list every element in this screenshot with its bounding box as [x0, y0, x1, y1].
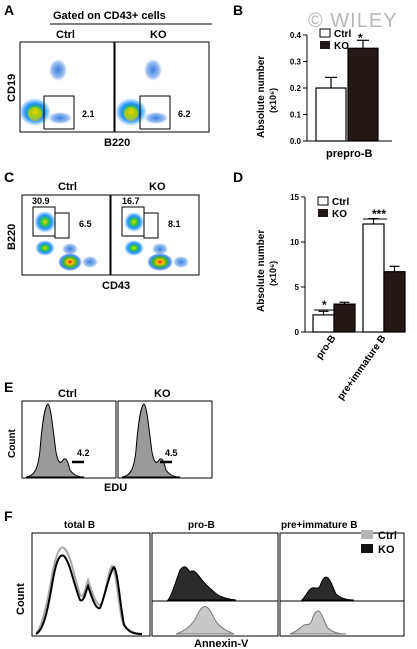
- panel-a-x-label: B220: [104, 137, 130, 149]
- panel-e-histogram-ctrl: 4.2: [21, 400, 117, 479]
- panel-f-histogram-pre-b: [279, 532, 405, 637]
- panel-c-gate-right-ko: 8.1: [168, 219, 181, 229]
- panel-b-significance: *: [358, 31, 363, 45]
- panel-e-plot-title-ko: KO: [154, 388, 171, 400]
- panel-b-y-tick-label: 0.1: [290, 111, 302, 120]
- panel-b-bar-ko: [347, 47, 379, 142]
- panel-b-y-tick-label: 0.2: [290, 84, 302, 93]
- panel-d-bar-ctrl-0: [312, 314, 335, 333]
- panel-a-header: Gated on CD43+ cells: [53, 10, 166, 22]
- panel-b-bars: [315, 39, 379, 142]
- panel-b-y-tick-label: 0.0: [290, 137, 302, 146]
- panel-d-y-tick-label: 0: [295, 328, 300, 337]
- panel-b-legend-swatch-ctrl: [319, 28, 331, 38]
- watermark-text: © WILEY: [308, 10, 398, 32]
- panel-d-y-unit: (x10⁶): [268, 261, 278, 286]
- panel-d-y-tick-label: 5: [295, 283, 300, 292]
- panel-f-column-title-pro-b: pro-B: [188, 520, 215, 531]
- panel-d-legend-swatch-ctrl: [317, 196, 329, 206]
- panel-c-gate-left-ctrl: 30.9: [32, 196, 50, 206]
- panel-a-dotplot-ctrl: 2.1: [19, 41, 115, 133]
- panel-e-plot-title-ctrl: Ctrl: [58, 388, 77, 400]
- panel-d-significance-prob: *: [322, 298, 327, 312]
- panel-a-dotplot-ko: 6.2: [114, 41, 210, 133]
- panel-b: B Absolute number (x10⁶) 0.0 0.1 0.2 0.3 0.4…: [233, 2, 392, 160]
- panel-b-x-label: prepro-B: [326, 148, 373, 160]
- panel-e-y-label: Count: [7, 428, 18, 458]
- panel-c-gate-left-ko: 16.7: [122, 196, 140, 206]
- panel-d-bar-ko-0: [333, 303, 356, 333]
- panel-c-dotplot-ctrl: 30.9 6.5: [21, 194, 111, 276]
- panel-f-histogram-total-b: [31, 532, 151, 637]
- panel-f-column-title-total-b: total B: [64, 520, 95, 531]
- panel-b-legend-label-ko: KO: [334, 41, 349, 52]
- panel-f-x-label: Annexin-V: [194, 638, 249, 649]
- panel-b-legend-swatch-ko: [320, 41, 330, 49]
- panel-f-legend-label-ko: KO: [378, 544, 395, 556]
- panel-a-plot-title-ko: KO: [150, 29, 167, 41]
- panel-c-x-label: CD43: [102, 280, 130, 292]
- panel-a: A Gated on CD43+ cells Ctrl KO 2.1 6.2 C…: [4, 2, 212, 149]
- panel-c-dotplot-ko: 16.7 8.1: [110, 194, 200, 276]
- panel-d-legend: Ctrl KO: [317, 196, 349, 220]
- panel-a-gate-value-ctrl: 2.1: [82, 109, 95, 119]
- panel-c-y-label: B220: [6, 224, 18, 250]
- panel-d-bar-ctrl-1: [362, 223, 385, 333]
- panel-e-gate-value-ko: 4.5: [165, 448, 178, 458]
- panel-b-y-tick-label: 0.4: [290, 31, 302, 40]
- panel-d: D Absolute number (x10⁶) 0 5 10 15 pro-Bpre…: [233, 169, 406, 402]
- panel-b-y-label: Absolute number: [256, 56, 267, 138]
- panel-b-y-unit: (x10⁶): [268, 88, 278, 113]
- panel-d-bars: [312, 218, 406, 333]
- panel-d-legend-swatch-ko: [318, 209, 328, 217]
- panel-e-gate-value-ctrl: 4.2: [77, 448, 90, 458]
- panel-f: F total B pro-B pre+immature B Ctrl KO C: [4, 508, 405, 649]
- panel-f-legend-label-ctrl: Ctrl: [378, 530, 397, 542]
- panel-a-letter: A: [4, 2, 14, 18]
- panel-d-letter: D: [233, 169, 243, 185]
- panel-f-legend-swatch-ctrl: [361, 530, 373, 539]
- panel-d-significance-pre: ***: [372, 207, 386, 221]
- panel-c-gate-right-ctrl: 6.5: [79, 219, 92, 229]
- panel-d-x-tick-label: pro-B: [314, 333, 338, 361]
- panel-c-plot-title-ko: KO: [149, 181, 166, 193]
- panel-a-plot-title-ctrl: Ctrl: [56, 29, 75, 41]
- panel-f-letter: F: [4, 508, 13, 524]
- panel-a-y-label: CD19: [6, 74, 18, 102]
- panel-a-gate-value-ko: 6.2: [178, 109, 191, 119]
- panel-f-y-label: Count: [15, 583, 27, 615]
- panel-e: E Ctrl KO 4.2 4.5 Count EDU: [4, 379, 213, 494]
- panel-c-letter: C: [4, 169, 14, 185]
- panel-d-y-ticks: 0 5 10 15: [290, 193, 305, 337]
- panel-d-legend-label-ctrl: Ctrl: [332, 197, 349, 208]
- panel-b-y-ticks: 0.0 0.1 0.2 0.3 0.4: [290, 31, 307, 146]
- panel-b-letter: B: [233, 2, 243, 18]
- panel-b-legend-label-ctrl: Ctrl: [334, 29, 351, 40]
- panel-c: C Ctrl KO 30.9 6.5 16.7 8.1 B22: [4, 169, 200, 292]
- panel-e-letter: E: [4, 379, 13, 395]
- panel-e-histogram-ko: 4.5: [117, 400, 213, 479]
- panel-f-column-title-pre-b: pre+immature B: [281, 520, 357, 531]
- panel-d-y-tick-label: 15: [290, 193, 299, 202]
- panel-c-plot-title-ctrl: Ctrl: [58, 181, 77, 193]
- panel-d-x-tick-label: pre+immature B: [336, 333, 389, 402]
- panel-e-x-label: EDU: [104, 482, 127, 494]
- panel-b-legend: Ctrl KO: [319, 28, 351, 52]
- panel-b-bar-ctrl: [315, 87, 347, 142]
- panel-d-y-label: Absolute number: [256, 230, 267, 312]
- panel-d-legend-label-ko: KO: [332, 209, 347, 220]
- panel-f-legend: Ctrl KO: [361, 530, 397, 556]
- panel-d-bar-ko-1: [383, 271, 406, 333]
- panel-d-y-tick-label: 10: [290, 238, 299, 247]
- panel-b-y-tick-label: 0.3: [290, 58, 302, 67]
- panel-f-legend-swatch-ko: [361, 544, 373, 553]
- panel-f-histogram-pro-b: [151, 532, 279, 637]
